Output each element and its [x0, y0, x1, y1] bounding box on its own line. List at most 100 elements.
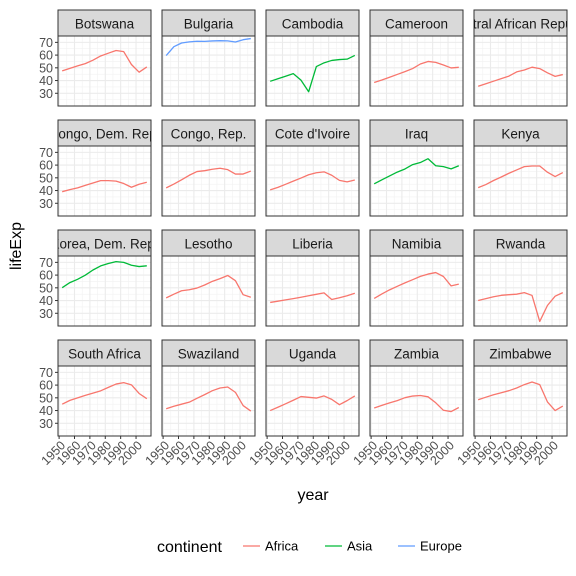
facet-panel-congo-dem-rep: Congo, Dem. Rep.	[49, 119, 161, 217]
facet-strip-label: Rwanda	[496, 237, 546, 252]
y-tick-label: 40	[39, 294, 53, 308]
facet-plot-area	[161, 255, 256, 327]
facet-strip-label: Zimbabwe	[489, 347, 551, 362]
panel-background	[266, 36, 359, 106]
series-line-africa	[269, 171, 355, 191]
facet-panel-kenya: Kenya	[473, 119, 568, 217]
panel-background	[474, 256, 567, 326]
legend-label: Africa	[265, 539, 299, 554]
y-tick-label: 60	[39, 49, 53, 63]
panel-border	[57, 35, 152, 107]
facet-panel-zambia: Zambia	[369, 339, 464, 437]
facet-strip	[57, 229, 152, 257]
facet-panel-central-african-republic: Central African Republic	[473, 9, 568, 107]
panel-background	[266, 256, 359, 326]
facet-plot-area	[473, 255, 568, 327]
panel-border	[57, 365, 152, 437]
facet-strip	[473, 9, 568, 37]
legend-entry-asia: Asia	[325, 539, 373, 554]
panel-border	[57, 255, 152, 327]
panel-border	[473, 365, 568, 437]
facet-strip	[473, 119, 568, 147]
facet-plot-area	[265, 255, 360, 327]
facet-panel-namibia: Namibia	[369, 229, 464, 327]
panel-background	[474, 366, 567, 436]
panel-border	[369, 365, 464, 437]
facet-strip-label: Lesotho	[184, 237, 232, 252]
series-line-africa	[373, 394, 460, 413]
series-line-africa	[165, 274, 252, 299]
facet-panel-bulgaria: Bulgaria	[161, 9, 256, 107]
facet-panel-cote-d-ivoire: Cote d'Ivoire	[265, 119, 360, 217]
facet-plot-area	[473, 35, 568, 107]
facet-strip-label: Iraq	[405, 127, 428, 142]
facet-strip-label: Namibia	[392, 237, 442, 252]
facet-strip	[265, 119, 360, 147]
series-line-africa	[270, 292, 356, 304]
panel-background	[474, 146, 567, 216]
facet-strip	[473, 229, 568, 257]
panel-background	[370, 146, 463, 216]
series-line-asia	[61, 260, 147, 289]
facet-panel-zimbabwe: Zimbabwe	[473, 339, 568, 437]
panel-border	[161, 365, 256, 437]
series-line-africa	[165, 167, 252, 189]
y-tick-label: 70	[39, 256, 53, 270]
facet-panel-korea-dem-rep: Korea, Dem. Rep.	[57, 229, 152, 327]
x-axis-title: year	[297, 487, 329, 504]
facet-panel-cambodia: Cambodia	[265, 9, 360, 107]
series-line-asia	[373, 158, 460, 185]
panel-border	[265, 255, 360, 327]
facet-strip	[161, 9, 256, 37]
series-line-africa	[373, 271, 459, 299]
facet-panel-liberia: Liberia	[265, 229, 360, 327]
y-tick-label: 40	[39, 184, 53, 198]
series-line-africa	[373, 60, 459, 84]
panel-border	[161, 35, 256, 107]
facet-strip-label: Swaziland	[178, 347, 240, 362]
legend: continent Africa Asia Europe	[157, 539, 462, 557]
facet-panel-botswana: Botswana	[57, 9, 152, 107]
legend-title: continent	[157, 539, 222, 556]
panel-border	[161, 145, 256, 217]
facet-strip-label: Congo, Dem. Rep.	[49, 127, 161, 142]
panel-background	[370, 36, 463, 106]
facet-panel-iraq: Iraq	[369, 119, 464, 217]
facet-panel-south-africa: South Africa	[57, 339, 152, 437]
facet-panels: Botswana Bulgaria Cambodia Cameroon Central …	[49, 9, 568, 437]
panel-border	[57, 145, 152, 217]
y-tick-label: 60	[39, 269, 53, 283]
facet-plot-area	[57, 145, 152, 217]
series-line-africa	[61, 382, 148, 405]
facet-strip	[161, 119, 256, 147]
panel-border	[265, 365, 360, 437]
y-axis-title: lifeExp	[8, 222, 25, 270]
facet-strip	[57, 9, 152, 37]
y-tick-label: 40	[39, 74, 53, 88]
facet-plot-area	[369, 35, 464, 107]
x-axis: 1950196019701980199020001950196019701980…	[39, 436, 561, 468]
panel-border	[265, 145, 360, 217]
series-line-africa	[478, 292, 564, 323]
series-line-asia	[269, 54, 356, 93]
y-tick-label: 30	[39, 307, 53, 321]
facet-plot-area	[369, 255, 464, 327]
panel-border	[369, 255, 464, 327]
facet-plot-area	[473, 145, 568, 217]
series-line-africa	[61, 49, 148, 73]
series-line-africa	[165, 386, 252, 412]
panel-background	[162, 36, 255, 106]
facet-plot-area	[57, 35, 152, 107]
series-line-africa	[477, 381, 564, 412]
facet-strip-label: Cambodia	[282, 17, 344, 32]
panel-background	[162, 146, 255, 216]
y-tick-label: 30	[39, 197, 53, 211]
facet-panel-congo-rep: Congo, Rep.	[161, 119, 256, 217]
legend-entry-europe: Europe	[398, 539, 462, 554]
facet-strip	[57, 119, 152, 147]
y-tick-label: 50	[39, 391, 53, 405]
facet-strip-label: Cote d'Ivoire	[275, 127, 350, 142]
y-tick-label: 30	[39, 87, 53, 101]
series-line-africa	[477, 66, 563, 87]
